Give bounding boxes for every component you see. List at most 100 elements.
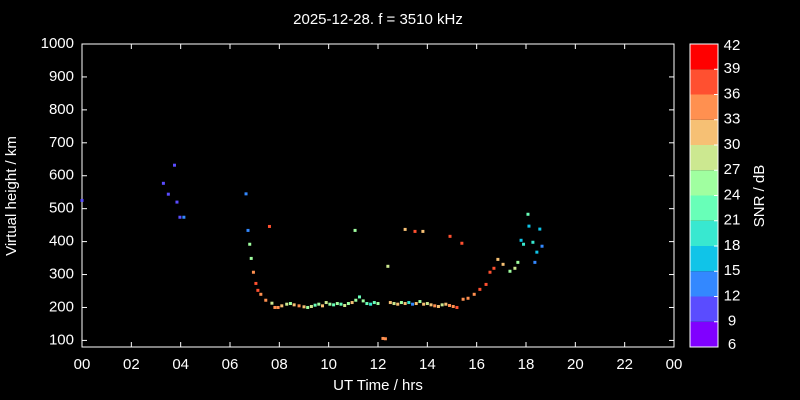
point [478, 287, 482, 291]
y-tick-label: 300 [49, 266, 74, 283]
point [448, 234, 452, 238]
point [264, 298, 268, 302]
point [267, 224, 271, 228]
point [455, 305, 459, 309]
point [396, 302, 400, 306]
point [392, 302, 396, 306]
point [466, 296, 470, 300]
point [256, 288, 260, 292]
x-tick-label: 16 [468, 356, 485, 373]
point [448, 304, 452, 308]
point [508, 269, 512, 273]
colorbar-tick-label: 21 [724, 212, 741, 229]
point [433, 304, 437, 308]
y-tick-label: 500 [49, 200, 74, 217]
point [173, 163, 176, 167]
x-axis-label: UT Time / hrs [333, 377, 423, 394]
x-tick-label: 00 [74, 356, 91, 373]
point [285, 302, 289, 306]
colorbar-tick-label: 39 [724, 60, 741, 77]
point [425, 302, 429, 306]
point [413, 229, 417, 233]
x-tick-label: 22 [616, 356, 633, 373]
point [492, 266, 496, 270]
point [383, 337, 387, 341]
point [80, 198, 84, 202]
colorbar-band [690, 69, 718, 95]
point [519, 238, 523, 242]
colorbar-tick-label: 12 [724, 287, 741, 304]
colorbar-band [690, 246, 718, 272]
x-tick-label: 20 [567, 356, 584, 373]
y-tick-label: 900 [49, 68, 74, 85]
point [254, 281, 258, 285]
point [526, 212, 530, 216]
point [372, 301, 376, 305]
y-tick-label: 800 [49, 101, 74, 118]
point [244, 192, 248, 196]
point [488, 270, 492, 274]
point [182, 215, 186, 219]
point [444, 302, 448, 306]
point [418, 300, 422, 304]
colorbar-band [690, 220, 718, 246]
point [175, 200, 179, 204]
point [422, 302, 426, 306]
point [288, 302, 292, 306]
colorbar-tick-label: 24 [724, 186, 741, 203]
point [381, 336, 385, 340]
x-tick-label: 06 [222, 356, 239, 373]
point [280, 304, 284, 308]
point [365, 302, 369, 306]
point [249, 256, 253, 260]
point [369, 302, 373, 306]
point [407, 301, 411, 305]
y-tick-label: 700 [49, 134, 74, 151]
point [421, 229, 425, 233]
colorbar-band [690, 195, 718, 221]
point [535, 250, 539, 254]
point [388, 301, 392, 305]
point [440, 303, 444, 307]
y-axis-label: Virtual height / km [3, 136, 20, 256]
point [259, 292, 263, 296]
point [270, 301, 274, 305]
point [522, 242, 526, 246]
colorbar-tick-label: 15 [724, 262, 741, 279]
point [161, 181, 165, 185]
point [328, 302, 332, 306]
point [251, 270, 255, 274]
point [276, 305, 280, 309]
x-tick-label: 02 [123, 356, 140, 373]
colorbar-band [690, 94, 718, 120]
colorbar-band [690, 271, 718, 297]
point [324, 301, 328, 305]
point [292, 303, 296, 307]
colorbar-tick-label: 36 [724, 85, 741, 102]
colorbar-band [690, 296, 718, 322]
point [273, 305, 277, 309]
point [309, 304, 313, 308]
point [350, 301, 354, 305]
point [429, 303, 433, 307]
colorbar-tick-label: 27 [724, 161, 741, 178]
x-tick-label: 08 [271, 356, 288, 373]
point [321, 304, 324, 308]
point [527, 224, 531, 228]
point [403, 227, 407, 231]
colorbar-tick-label: 18 [724, 237, 741, 254]
point [461, 297, 465, 301]
point [306, 305, 310, 309]
point [540, 244, 544, 248]
point [354, 298, 358, 302]
point [353, 228, 357, 232]
point [332, 303, 336, 307]
point [403, 302, 407, 306]
point [513, 266, 517, 270]
x-tick-label: 10 [320, 356, 337, 373]
colorbar-tick-label: 33 [724, 111, 741, 128]
colorbar-band [690, 119, 718, 145]
point [533, 260, 537, 264]
point [178, 215, 182, 219]
